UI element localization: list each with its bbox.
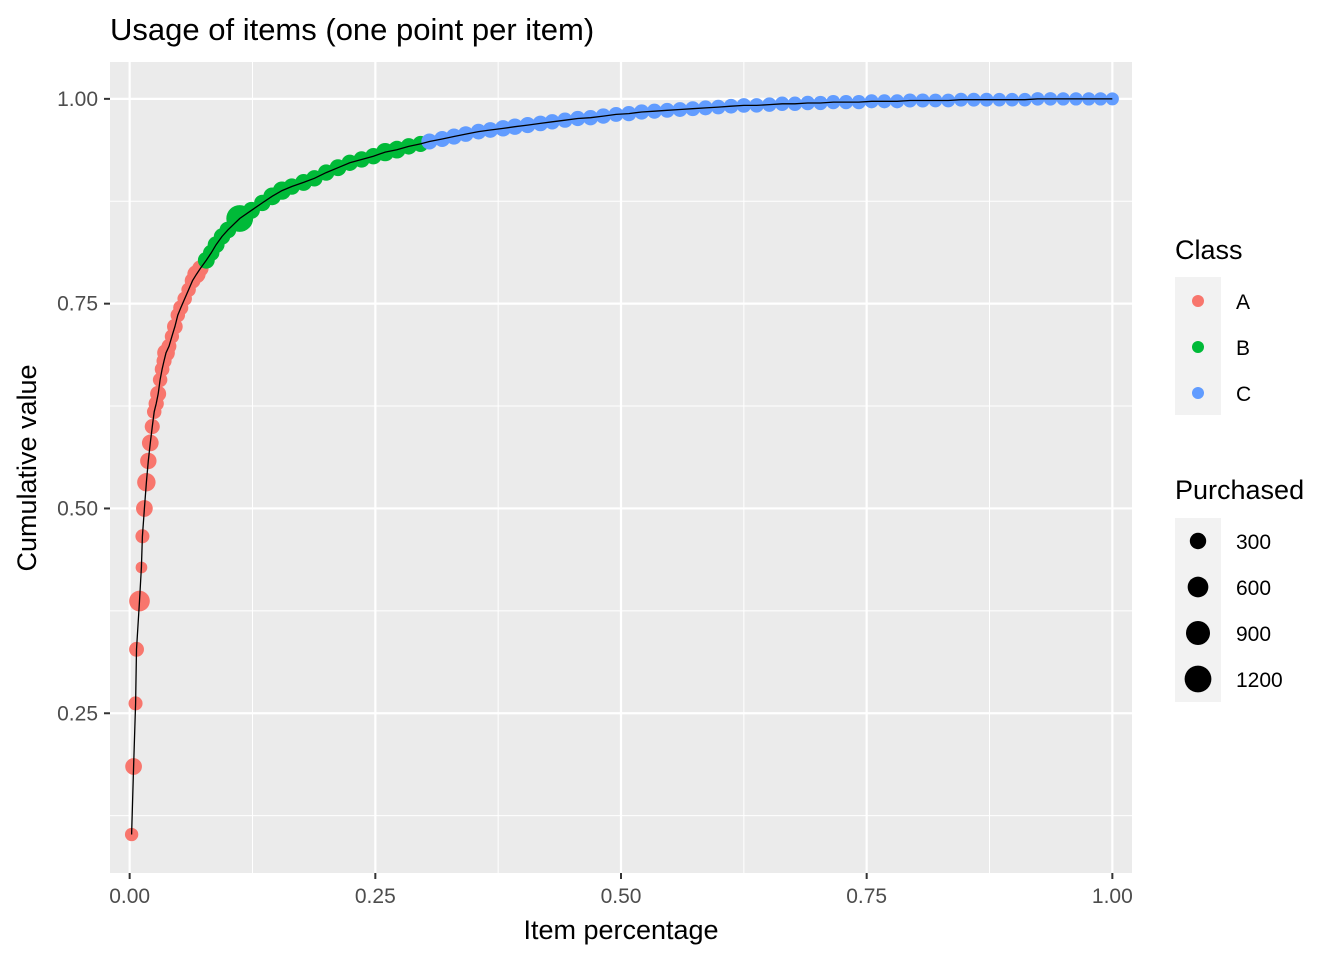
x-axis-label: Item percentage bbox=[523, 915, 718, 945]
legend-purchased-key-300 bbox=[1189, 532, 1207, 550]
x-tick-label: 0.00 bbox=[109, 885, 150, 908]
major-gridlines bbox=[110, 62, 1132, 873]
legend-purchased-key-600 bbox=[1187, 576, 1209, 598]
y-tick-label: 0.25 bbox=[57, 702, 98, 725]
legend-class-key-B bbox=[1192, 341, 1204, 353]
legend-class: Class ABC bbox=[1175, 235, 1251, 415]
cumulative-curve-line bbox=[130, 98, 1113, 835]
legend-class-label: B bbox=[1236, 337, 1250, 360]
legend-purchased-key-1200 bbox=[1184, 665, 1212, 693]
legend-purchased-label: 300 bbox=[1236, 531, 1271, 554]
y-tick-label: 0.75 bbox=[57, 293, 98, 316]
x-tick-label: 0.50 bbox=[601, 885, 642, 908]
y-tick-label: 1.00 bbox=[57, 88, 98, 111]
y-axis: 0.25 0.50 0.75 1.00 bbox=[57, 88, 110, 725]
legend-purchased: Purchased 300 600 900 1200 bbox=[1175, 475, 1304, 702]
legend-purchased-title: Purchased bbox=[1175, 475, 1304, 505]
legend-purchased-label: 900 bbox=[1236, 623, 1271, 646]
x-tick-label: 0.75 bbox=[846, 885, 887, 908]
x-axis: 0.00 0.25 0.50 0.75 1.00 bbox=[109, 873, 1133, 908]
x-tick-label: 1.00 bbox=[1092, 885, 1133, 908]
chart-title: Usage of items (one point per item) bbox=[110, 12, 594, 47]
legend-purchased-key-900 bbox=[1186, 621, 1210, 645]
legend-class-label: C bbox=[1236, 383, 1251, 406]
legend-class-key-C bbox=[1192, 387, 1204, 399]
y-axis-label: Cumulative value bbox=[12, 364, 42, 571]
y-tick-label: 0.50 bbox=[57, 497, 98, 520]
legend-class-title: Class bbox=[1175, 235, 1243, 265]
legend-purchased-label: 600 bbox=[1236, 577, 1271, 600]
legend-class-label: A bbox=[1236, 291, 1250, 314]
x-tick-label: 0.25 bbox=[355, 885, 396, 908]
legend-class-key-A bbox=[1192, 295, 1204, 307]
data-point bbox=[1105, 92, 1119, 106]
legend-purchased-label: 1200 bbox=[1236, 669, 1283, 692]
